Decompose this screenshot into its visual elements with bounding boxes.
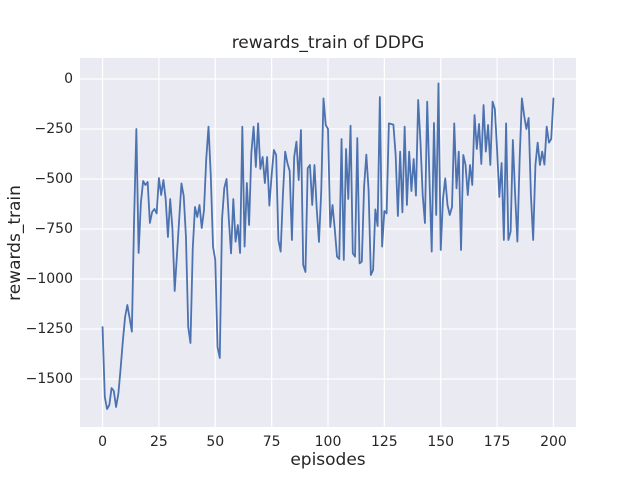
y-tick-label: 0 (64, 71, 73, 87)
y-axis-label: rewards_train (5, 184, 25, 301)
x-axis-label: episodes (290, 450, 366, 470)
x-tick-label: 0 (98, 434, 107, 450)
x-tick-label: 25 (149, 434, 168, 450)
y-tick-label: −1000 (25, 271, 73, 287)
y-tick-label: −500 (34, 171, 73, 187)
rewards-line-chart (80, 58, 576, 427)
x-tick-label: 100 (314, 434, 342, 450)
x-tick-label: 200 (540, 434, 567, 450)
y-tick-label: −1500 (25, 371, 73, 387)
y-tick-label: −750 (34, 221, 73, 237)
rewards-line (101, 82, 555, 410)
y-axis-label-wrap: rewards_train (2, 58, 28, 427)
x-tick-label: 150 (427, 434, 455, 450)
x-tick-label: 175 (483, 434, 511, 450)
y-tick-label: −1250 (25, 321, 73, 337)
x-tick-label: 75 (262, 434, 281, 450)
y-tick-label: −250 (34, 121, 73, 137)
x-tick-label: 125 (370, 434, 398, 450)
chart-title: rewards_train of DDPG (231, 33, 425, 53)
x-tick-label: 50 (206, 434, 225, 450)
plot-area (80, 58, 576, 427)
